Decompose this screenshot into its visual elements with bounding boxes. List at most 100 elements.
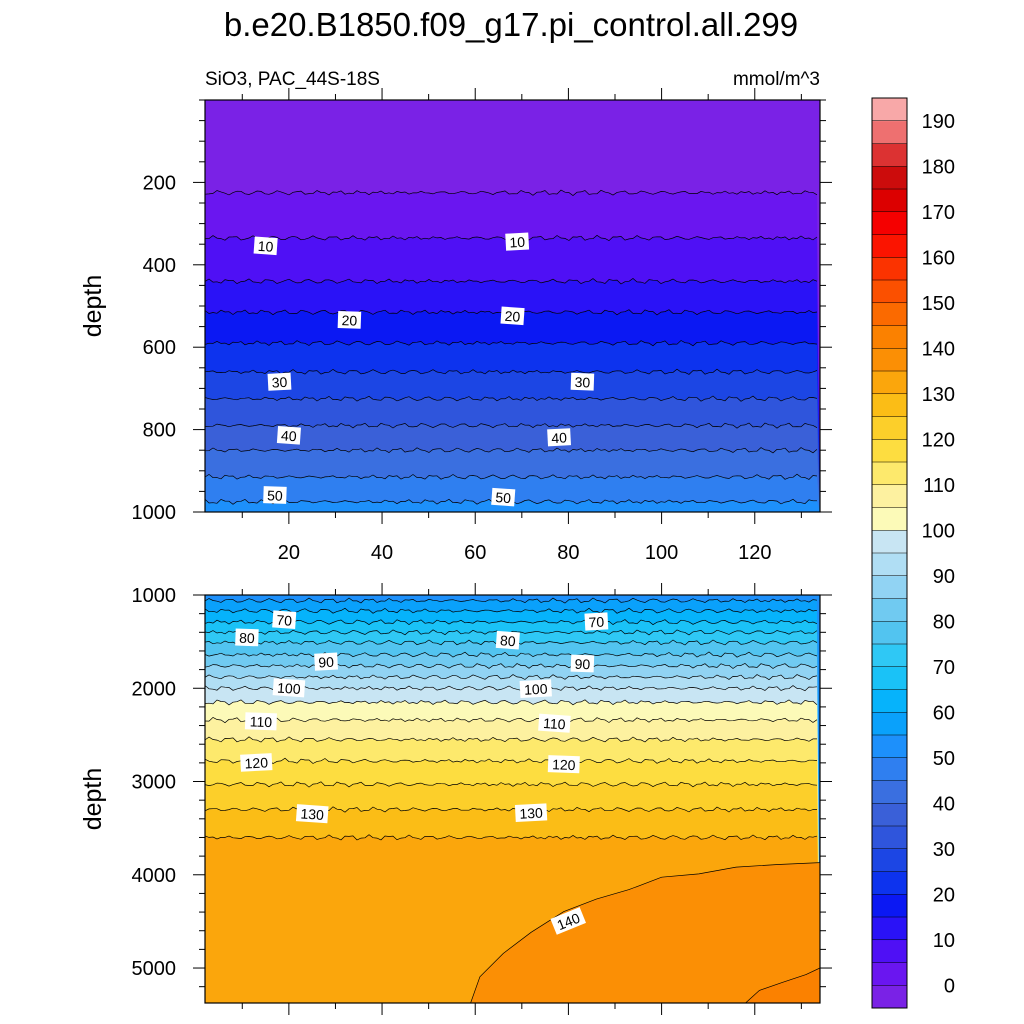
contour-line	[205, 473, 818, 480]
svg-text:70: 70	[588, 614, 605, 631]
contour-line	[205, 619, 818, 626]
colorbar-swatch	[872, 735, 907, 759]
contour-line	[205, 422, 818, 429]
colorbar-swatch	[872, 712, 907, 736]
contour-line	[205, 607, 818, 614]
contour-line	[205, 662, 818, 669]
colorbar-label: 80	[933, 611, 955, 633]
svg-text:130: 130	[519, 805, 543, 822]
colorbar-swatch	[872, 234, 907, 258]
contour-label: 20	[337, 311, 362, 329]
colorbar-label: 140	[922, 338, 955, 360]
colorbar-swatch	[872, 598, 907, 622]
svg-text:30: 30	[574, 374, 590, 391]
colorbar-swatch	[872, 393, 907, 417]
contour-label: 50	[491, 487, 516, 507]
chart-units: mmol/m^3	[733, 69, 820, 90]
colorbar-label: 120	[922, 429, 955, 451]
colorbar-swatch	[872, 689, 907, 713]
colorbar-swatch	[872, 189, 907, 213]
colorbar-swatch	[872, 962, 907, 986]
contour-label: 110	[244, 712, 277, 731]
y-tick-label: 800	[143, 420, 176, 442]
colorbar-swatch	[872, 302, 907, 326]
contour-label: 100	[272, 678, 306, 698]
contour-line	[205, 781, 818, 788]
contour-line	[205, 736, 817, 743]
y-tick-label: 4000	[132, 865, 177, 887]
colorbar-swatch	[872, 211, 907, 235]
contour-line	[205, 651, 818, 658]
contour-line	[470, 862, 820, 1003]
svg-text:20: 20	[341, 312, 357, 329]
plot-frame	[204, 594, 821, 1004]
colorbar-label: 100	[922, 520, 955, 542]
contour-label: 10	[505, 232, 530, 251]
contour-label: 90	[570, 654, 595, 673]
colorbar-swatch	[872, 985, 907, 1009]
svg-text:10: 10	[257, 238, 274, 255]
colorbar-swatch	[872, 621, 907, 645]
svg-text:30: 30	[271, 374, 288, 391]
colorbar-frame	[871, 97, 908, 1009]
y-axis-label: depth	[79, 768, 107, 831]
svg-text:70: 70	[276, 612, 293, 629]
x-tick-label: 20	[278, 542, 300, 564]
contour-line	[205, 278, 818, 285]
panel-upper: 10 10 20 20 30 30 40 40 50 50 20 40 60 80 100 120 200 400…	[79, 88, 832, 564]
colorbar-swatch	[872, 780, 907, 804]
colorbar: 0 10 20 30 40 50 60 70 80 90 100 110 120 130 140 150 160…	[871, 97, 955, 1009]
colorbar-swatch	[872, 530, 907, 554]
svg-text:100: 100	[277, 680, 302, 698]
colorbar-swatch	[872, 871, 907, 895]
colorbar-swatch	[872, 575, 907, 599]
contour-label: 70	[272, 610, 297, 629]
colorbar-label: 70	[933, 657, 955, 679]
colorbar-label: 40	[933, 793, 955, 815]
colorbar-label: 130	[922, 384, 955, 406]
colorbar-swatch	[872, 257, 907, 281]
y-tick-label: 2000	[132, 678, 177, 700]
svg-text:40: 40	[551, 429, 568, 446]
colorbar-swatch	[872, 507, 907, 531]
y-tick-label: 1000	[132, 502, 177, 524]
svg-text:130: 130	[300, 805, 325, 823]
colorbar-label: 190	[922, 111, 955, 133]
contour-label: 80	[495, 630, 520, 650]
colorbar-swatch	[872, 462, 907, 486]
contour-line	[205, 716, 818, 724]
chart-subtitle: SiO3, PAC_44S-18S	[205, 69, 380, 90]
contour-line	[205, 597, 818, 604]
colorbar-label: 180	[922, 156, 955, 178]
colorbar-swatch	[872, 439, 907, 463]
svg-text:120: 120	[244, 754, 268, 771]
x-tick-label: 60	[464, 542, 486, 564]
colorbar-swatch	[872, 939, 907, 963]
contour-label: 100	[519, 679, 552, 699]
contour-label: 50	[263, 486, 287, 504]
contour-line	[205, 447, 818, 454]
colorbar-label: 0	[944, 975, 955, 997]
colorbar-label: 90	[933, 566, 955, 588]
y-tick-label: 5000	[132, 958, 177, 980]
colorbar-label: 150	[922, 293, 955, 315]
region-fill	[470, 862, 820, 1003]
contour-label: 130	[295, 804, 329, 824]
svg-text:80: 80	[239, 630, 255, 647]
colorbar-swatch	[872, 371, 907, 395]
svg-text:90: 90	[318, 654, 335, 671]
contour-label: 110	[538, 713, 571, 733]
colorbar-swatch	[872, 826, 907, 850]
contour-label: 30	[570, 372, 595, 391]
contour-line	[205, 674, 818, 681]
contour-line	[205, 189, 818, 196]
contour-label: 20	[500, 306, 525, 326]
contour-label: 70	[584, 612, 609, 631]
colorbar-swatch	[872, 917, 907, 941]
plot-panels: 10 10 20 20 30 30 40 40 50 50 20 40 60 80 100 120 200 400…	[79, 88, 832, 1015]
x-tick-label: 40	[371, 542, 393, 564]
colorbar-label: 170	[922, 202, 955, 224]
svg-text:50: 50	[267, 487, 283, 504]
